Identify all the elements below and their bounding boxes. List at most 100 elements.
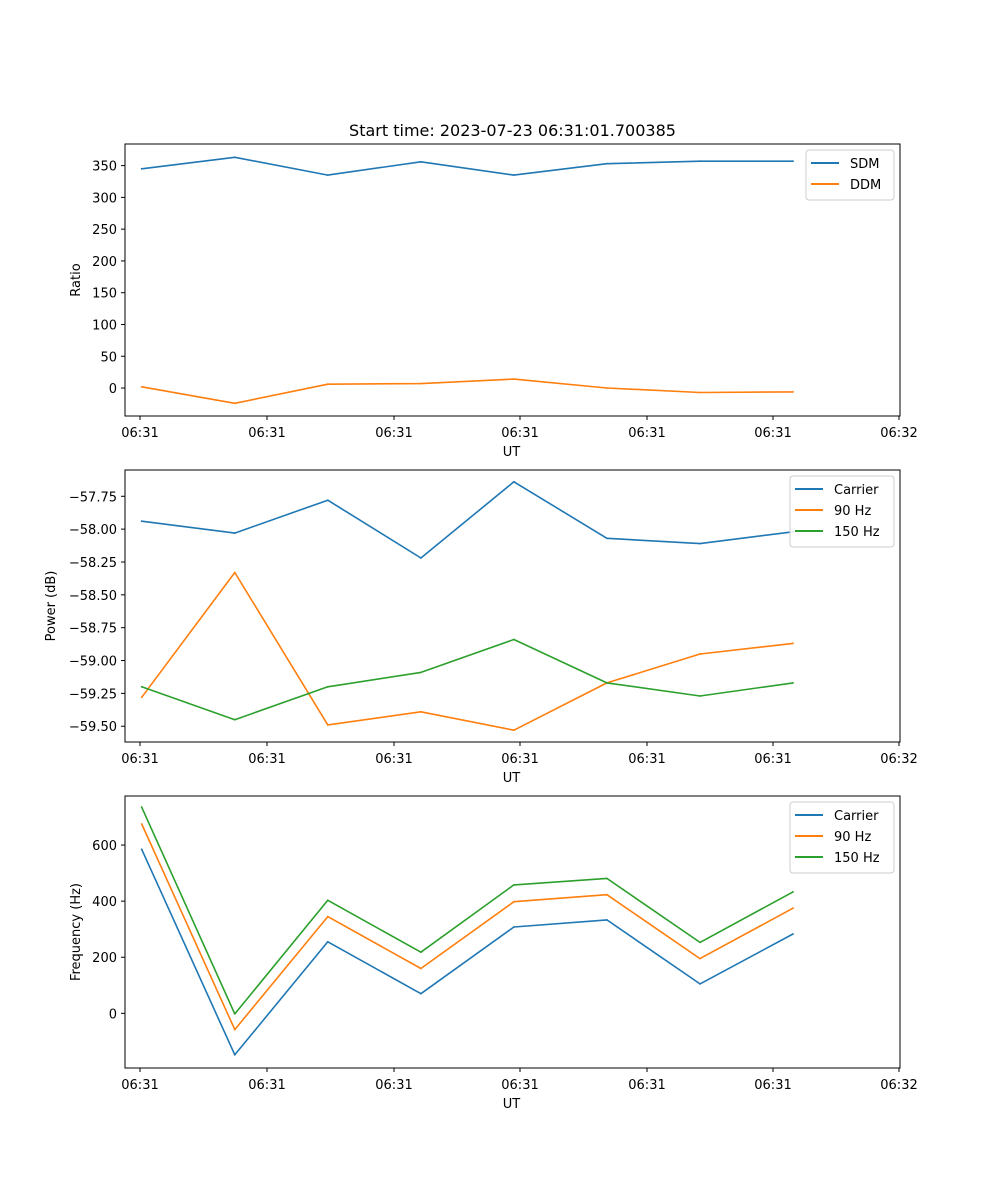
y-tick-label: 200 xyxy=(92,255,117,270)
series-line-ddm xyxy=(141,378,794,405)
data-point xyxy=(140,696,143,699)
chart-panel-1: 06:31 06:31 06:31 06:31 06:31 06:31 06:32 0 50 10… xyxy=(69,143,918,460)
data-point xyxy=(699,391,701,394)
data-point xyxy=(513,378,515,380)
y-tick-label: 50 xyxy=(100,350,117,365)
data-point xyxy=(326,174,329,177)
data-point xyxy=(792,891,794,893)
y-tick-label: 600 xyxy=(92,839,117,854)
x-tick-label: 06:31 xyxy=(375,1078,412,1093)
x-tick-label: 06:31 xyxy=(754,752,791,767)
axes-frame xyxy=(124,469,901,743)
data-point xyxy=(513,480,515,483)
data-point xyxy=(699,653,701,655)
data-point xyxy=(699,983,701,985)
data-point xyxy=(420,160,422,163)
series-line-carrier xyxy=(140,848,794,1056)
x-axis-label: UT xyxy=(503,771,521,786)
x-tick-label: 06:32 xyxy=(880,752,917,767)
legend-label: 90 Hz xyxy=(834,504,871,519)
x-tick-label: 06:31 xyxy=(121,752,158,767)
y-axis-label: Power (dB) xyxy=(44,571,59,642)
data-point xyxy=(606,387,608,389)
data-point xyxy=(140,848,143,851)
series-line-carrier xyxy=(141,480,794,559)
y-tick-label: 400 xyxy=(92,895,117,910)
legend-label: Carrier xyxy=(834,483,879,498)
legend-label: SDM xyxy=(850,157,879,172)
y-tick-label: −58.00 xyxy=(69,523,117,538)
legend-label: 150 Hz xyxy=(834,851,880,866)
data-point xyxy=(699,542,701,545)
y-tick-label: 0 xyxy=(109,1007,117,1022)
data-point xyxy=(326,724,329,726)
data-point xyxy=(513,174,515,177)
data-point xyxy=(606,537,608,540)
y-tick-label: −58.75 xyxy=(69,622,117,637)
series-line-sdm xyxy=(141,156,793,176)
x-tick-label: 06:31 xyxy=(121,1078,158,1093)
x-tick-label: 06:31 xyxy=(248,1078,285,1093)
series-line-150-hz xyxy=(140,806,794,1015)
x-tick-label: 06:31 xyxy=(501,1078,538,1093)
series-line-150-hz xyxy=(141,638,794,721)
y-tick-label: −58.50 xyxy=(69,589,117,604)
y-tick-label: 0 xyxy=(109,382,117,397)
data-point xyxy=(513,638,515,641)
data-point xyxy=(792,160,794,163)
data-point xyxy=(699,941,701,944)
data-point xyxy=(326,685,329,688)
data-point xyxy=(420,382,422,385)
data-point xyxy=(420,671,422,674)
data-point xyxy=(792,933,794,935)
data-point xyxy=(792,642,794,645)
x-tick-label: 06:31 xyxy=(754,426,791,441)
data-point xyxy=(420,710,422,713)
x-tick-label: 06:31 xyxy=(501,426,538,441)
data-point xyxy=(233,532,236,534)
series-line-90-hz xyxy=(140,823,794,1031)
data-point xyxy=(140,823,143,825)
data-point xyxy=(233,1028,236,1031)
data-point xyxy=(233,1053,236,1056)
y-tick-label: 300 xyxy=(92,191,117,206)
y-tick-label: −59.50 xyxy=(69,720,117,735)
legend: Carrier 90 Hz 150 Hz xyxy=(789,475,895,548)
chart-panel-2: 06:31 06:31 06:31 06:31 06:31 06:31 06:32 −59.5… xyxy=(44,469,918,786)
data-point xyxy=(792,907,794,910)
x-tick-label: 06:31 xyxy=(628,752,665,767)
x-tick-label: 06:31 xyxy=(628,1078,665,1093)
legend-box xyxy=(789,801,895,874)
data-point xyxy=(140,520,143,523)
data-point xyxy=(326,383,329,386)
y-tick-label: 100 xyxy=(92,318,117,333)
x-axis-label: UT xyxy=(503,1097,521,1112)
data-point xyxy=(606,682,608,684)
x-tick-label: 06:31 xyxy=(375,426,412,441)
y-tick-label: −57.75 xyxy=(69,490,117,505)
data-point xyxy=(233,1013,236,1015)
x-tick-label: 06:32 xyxy=(880,426,917,441)
x-tick-label: 06:32 xyxy=(880,1078,917,1093)
chart-panel-3: 06:31 06:31 06:31 06:31 06:31 06:31 06:32 0 200 4… xyxy=(69,795,918,1112)
axes-frame xyxy=(124,795,901,1069)
y-tick-label: 200 xyxy=(92,951,117,966)
data-point xyxy=(513,729,515,732)
legend-label: Carrier xyxy=(834,809,879,824)
data-point xyxy=(233,402,236,405)
data-point xyxy=(699,957,701,960)
data-point xyxy=(420,967,422,970)
legend-box xyxy=(789,475,895,548)
legend-label: 90 Hz xyxy=(834,830,871,845)
x-tick-label: 06:31 xyxy=(121,426,158,441)
data-point xyxy=(326,915,329,918)
data-point xyxy=(140,167,143,170)
data-point xyxy=(420,992,422,995)
axes-frame xyxy=(124,143,901,417)
data-point xyxy=(140,385,143,388)
x-axis-label: UT xyxy=(503,445,521,460)
series-line-90-hz xyxy=(141,571,794,732)
data-point xyxy=(233,718,236,721)
data-point xyxy=(513,926,515,928)
